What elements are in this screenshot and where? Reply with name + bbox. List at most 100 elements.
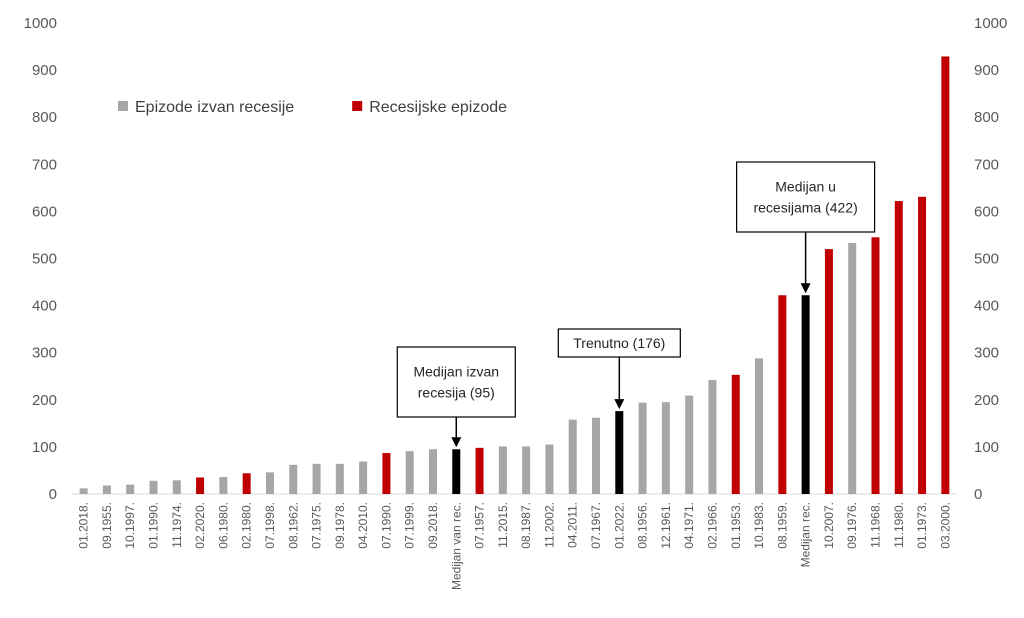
bar-recession xyxy=(941,56,950,494)
x-tick-label: 02.1966. xyxy=(705,502,719,549)
bar-non-recession xyxy=(661,402,670,494)
bar-non-recession xyxy=(545,444,554,494)
y-tick-label-left: 1000 xyxy=(24,15,57,32)
x-tick-label: 09.1955. xyxy=(100,502,114,549)
y-tick-label-left: 0 xyxy=(49,486,57,503)
y-tick-label-right: 200 xyxy=(974,392,999,409)
x-tick-label: 07.1975. xyxy=(310,502,324,549)
y-tick-label-right: 100 xyxy=(974,439,999,456)
x-tick-label: 07.1967. xyxy=(589,502,603,549)
x-tick-label: 08.1987. xyxy=(519,502,533,549)
bar-non-recession xyxy=(592,417,601,494)
x-axis-labels: 01.2018. 09.1955. 10.1997. 01.1990. 11.1974.… xyxy=(77,502,953,590)
x-tick-label: 07.1998. xyxy=(263,502,277,549)
legend: Epizode izvan recesije Recesijske epizode xyxy=(118,99,507,116)
y-tick-label-right: 0 xyxy=(974,486,982,503)
bar-recession xyxy=(871,237,880,494)
y-tick-label-left: 100 xyxy=(32,439,57,456)
legend-swatch-recession xyxy=(352,101,363,111)
y-tick-label-left: 300 xyxy=(32,345,57,362)
bar-recession xyxy=(731,374,740,494)
legend-swatch-non-recession xyxy=(118,101,128,111)
x-tick-label: 01.1973. xyxy=(915,502,929,549)
annotation-arrow-head xyxy=(614,399,625,410)
x-tick-label: 10.2007. xyxy=(822,502,836,549)
x-tick-label: 09.1976. xyxy=(845,502,859,549)
annotations: Medijan izvan recesija (95) Trenutno (176)… xyxy=(396,161,876,448)
bar-non-recession xyxy=(335,463,344,494)
x-tick-label: 08.1956. xyxy=(636,502,650,549)
y-tick-label-left: 900 xyxy=(32,62,57,79)
y-tick-label-left: 200 xyxy=(32,392,57,409)
bar-non-recession xyxy=(126,484,135,494)
x-tick-label: 02.2020. xyxy=(193,502,207,549)
x-tick-label: Medijan van rec. xyxy=(449,502,463,590)
y-tick-label-right: 700 xyxy=(974,156,999,173)
legend-label: Recesijske epizode xyxy=(369,99,507,116)
bar-recession xyxy=(475,447,484,494)
x-tick-label: 09.1978. xyxy=(333,502,347,549)
annotation-box xyxy=(396,346,516,418)
bar-non-recession xyxy=(755,358,764,494)
legend-label: Epizode izvan recesije xyxy=(135,99,294,116)
bar-median-current xyxy=(801,295,810,494)
left-y-axis: 0 100 200 300 400 500 600 700 800 900 1000 xyxy=(24,15,57,503)
bar-median-current xyxy=(452,449,461,494)
x-tick-label: 02.1980. xyxy=(240,502,254,549)
y-tick-label-right: 500 xyxy=(974,251,999,268)
x-tick-label: 01.1990. xyxy=(147,502,161,549)
right-y-axis: 0 100 200 300 400 500 600 700 800 900 1000 xyxy=(974,15,1007,503)
bar-non-recession xyxy=(498,446,507,494)
bar-non-recession xyxy=(708,380,717,494)
bar-recession xyxy=(894,201,903,495)
y-tick-label-right: 800 xyxy=(974,109,999,126)
x-tick-label: 10.1983. xyxy=(752,502,766,549)
annotation-box xyxy=(557,328,681,358)
bar-non-recession xyxy=(405,451,414,494)
bar-non-recession xyxy=(685,395,694,494)
y-tick-label-left: 700 xyxy=(32,156,57,173)
x-tick-label: 01.2022. xyxy=(612,502,626,549)
y-tick-label-left: 400 xyxy=(32,298,57,315)
x-tick-label: 11.2015. xyxy=(496,502,510,548)
bar-non-recession xyxy=(522,446,531,494)
bar-non-recession xyxy=(848,242,857,494)
annotation-text: Medijan u xyxy=(775,179,836,195)
x-tick-label: 07.1957. xyxy=(473,502,487,549)
annotation-text: Medijan izvan xyxy=(413,364,499,380)
y-tick-label-right: 400 xyxy=(974,298,999,315)
x-tick-label: 12.1961. xyxy=(659,502,673,549)
bar-recession xyxy=(242,473,251,494)
bar-median-current xyxy=(615,411,624,494)
bar-non-recession xyxy=(265,472,274,494)
x-tick-label: 10.1997. xyxy=(123,502,137,549)
bar-non-recession xyxy=(312,463,321,494)
annotation-text: recesijama (422) xyxy=(753,200,857,216)
annotation-arrow-head xyxy=(451,437,462,448)
x-tick-label: 01.1953. xyxy=(729,502,743,549)
bar-recession xyxy=(196,477,205,494)
annotation-text: Trenutno (176) xyxy=(573,335,665,351)
bar-non-recession xyxy=(172,480,181,494)
x-tick-label: 01.2018. xyxy=(77,502,91,549)
bar-non-recession xyxy=(219,477,228,494)
x-tick-label: 04.2010. xyxy=(356,502,370,549)
x-tick-label: 06.1980. xyxy=(216,502,230,549)
x-tick-label: 07.1990. xyxy=(379,502,393,549)
x-tick-label: 09.2018. xyxy=(426,502,440,549)
y-tick-label-left: 800 xyxy=(32,109,57,126)
bar-recession xyxy=(824,249,833,494)
annotation-callout: Medijan izvan recesija (95) xyxy=(396,346,516,448)
bar-recession xyxy=(918,196,927,495)
x-tick-label: 11.1980. xyxy=(892,502,906,548)
x-tick-label: Medijan rec. xyxy=(799,502,813,567)
x-tick-label: 11.1974. xyxy=(170,502,184,548)
bar-series xyxy=(79,56,950,495)
y-tick-label-left: 500 xyxy=(32,251,57,268)
annotation-text: recesija (95) xyxy=(418,385,495,401)
bar-non-recession xyxy=(79,488,88,494)
x-tick-label: 08.1959. xyxy=(775,502,789,549)
x-tick-label: 03.2000. xyxy=(938,502,952,549)
x-tick-label: 11.1968. xyxy=(868,502,882,548)
